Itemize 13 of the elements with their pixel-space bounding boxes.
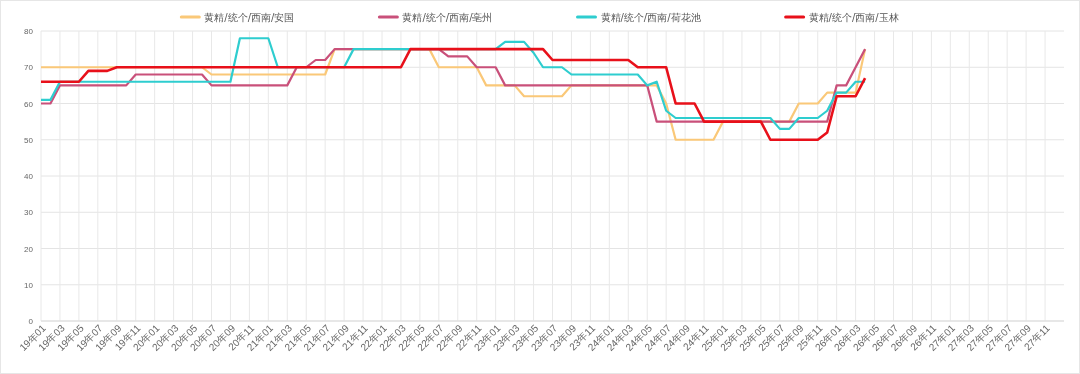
y-tick-label: 10 bbox=[24, 280, 34, 290]
y-tick-label: 0 bbox=[28, 317, 34, 327]
legend-label: 黄精/统个/西南/安国 bbox=[204, 12, 295, 23]
y-tick-label: 30 bbox=[24, 208, 34, 218]
y-tick-label: 60 bbox=[24, 99, 34, 109]
y-tick-label: 50 bbox=[24, 135, 34, 145]
y-tick-label: 20 bbox=[24, 244, 34, 254]
legend-label: 黄精/统个/西南/玉林 bbox=[808, 12, 899, 23]
legend-label: 黄精/统个/西南/亳州 bbox=[402, 12, 493, 23]
legend-label: 黄精/统个/西南/荷花池 bbox=[600, 12, 701, 23]
y-tick-label: 40 bbox=[24, 172, 34, 182]
y-tick-label: 70 bbox=[24, 63, 34, 73]
y-tick-label: 80 bbox=[24, 27, 34, 37]
